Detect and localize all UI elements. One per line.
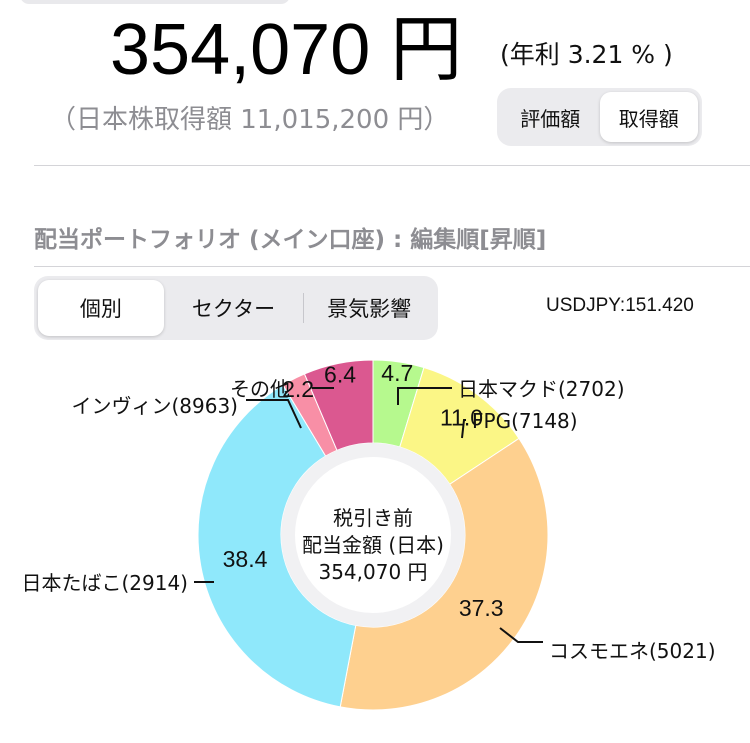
tab-sector[interactable]: セクター <box>191 297 276 321</box>
value-basis-toggle: 評価額 取得額 <box>497 88 702 146</box>
filter-tabs: 個別 セクター 景気影響 <box>34 276 438 340</box>
leader-line <box>246 399 302 429</box>
annual-yield: (年利 3.21 % ) <box>500 40 673 69</box>
center-line-pretax: 税引き前 <box>333 506 413 530</box>
toggle-valuation[interactable]: 評価額 <box>520 106 581 131</box>
slice-value-label: 38.4 <box>223 546 268 572</box>
leader-line <box>499 627 543 643</box>
slice-value-label: 11.0 <box>440 404 483 430</box>
slice-category-label: コスモエネ(5021) <box>549 639 716 663</box>
slice-category-label: 日本マクド(2702) <box>458 377 625 401</box>
toggle-acquisition[interactable]: 取得額 <box>599 92 698 142</box>
center-line-dividend: 配当金額 (日本) <box>302 533 444 557</box>
acquisition-amount: （日本株取得額 11,015,200 円） <box>50 105 450 135</box>
slice-value-label: 4.7 <box>381 360 413 386</box>
slice-category-label: その他 <box>230 377 290 401</box>
leader-line <box>397 387 452 405</box>
slice-value-label: 6.4 <box>324 361 356 387</box>
chart-center-label: 税引き前 配当金額 (日本) 354,070 円 <box>273 505 473 586</box>
donut-hole <box>295 457 451 613</box>
slice-value-label: 37.3 <box>459 595 504 621</box>
section-title: 配当ポートフォリオ (メイン口座) : 編集順[昇順] <box>34 227 547 253</box>
slice-category-label: FPG(7148) <box>472 409 578 433</box>
slice-category-label: 日本たばこ(2914) <box>21 571 188 595</box>
center-line-amount: 354,070 円 <box>318 560 428 584</box>
top-pill-remnant <box>20 0 290 4</box>
total-dividend-amount: 354,070 円 <box>110 10 463 90</box>
divider <box>34 266 750 267</box>
dividend-donut-chart: 4.7 11.0 37.3 38.4 2.2 6.4 日本マクド(2702) FPG(714… <box>21 359 716 711</box>
leader-line <box>461 419 466 439</box>
tab-economic-impact[interactable]: 景気影響 <box>327 297 412 321</box>
tab-separator <box>303 293 305 323</box>
slice-value-label: 2.2 <box>282 376 314 402</box>
divider <box>34 165 750 166</box>
usdjpy-rate: USDJPY:151.420 <box>546 295 694 316</box>
slice-category-label: インヴィン(8963) <box>71 394 238 418</box>
tab-individual[interactable]: 個別 <box>38 280 164 336</box>
